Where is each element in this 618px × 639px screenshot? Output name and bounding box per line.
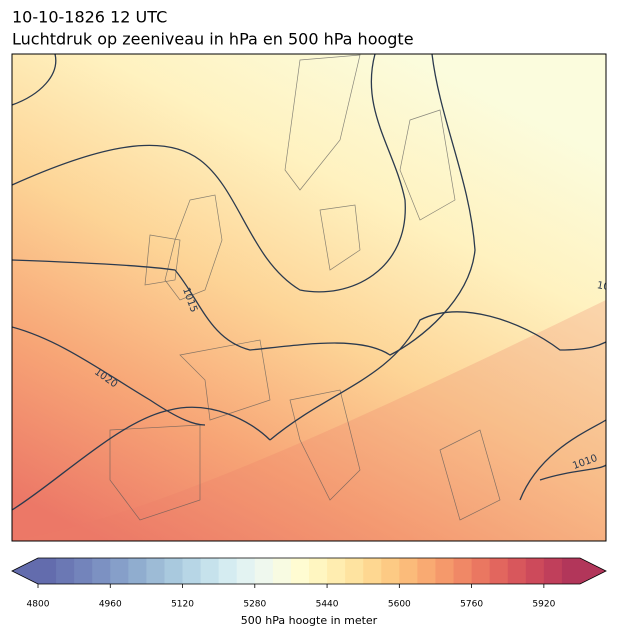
isobar: [12, 54, 406, 293]
colorbar-box: [399, 558, 418, 584]
colorbar-box: [182, 558, 202, 584]
colorbar-box: [471, 558, 491, 584]
isobar: [12, 311, 606, 511]
colorbar-box: [38, 558, 57, 584]
isobar: [12, 54, 57, 106]
colorbar-box: [128, 558, 147, 584]
field-band: [12, 300, 606, 541]
colorbar-extend: [12, 558, 38, 584]
colorbar-box: [417, 558, 436, 584]
colorbar-tick-label: 5600: [388, 600, 411, 610]
subtitle: Luchtdruk op zeeniveau in hPa en 500 hPa…: [12, 30, 414, 49]
isobar: [12, 326, 206, 426]
colorbar-box: [56, 558, 75, 584]
colorbar-box: [543, 558, 563, 584]
colorbar-box: [290, 558, 310, 584]
colorbar-box: [309, 558, 328, 584]
colorbar-box: [74, 558, 93, 584]
colorbar-box: [218, 558, 238, 584]
isobar: [12, 54, 476, 356]
colorbar-tick-label: 5280: [243, 600, 266, 610]
colorbar-box: [92, 558, 111, 584]
colorbar-box: [381, 558, 400, 584]
colorbar-box: [453, 558, 473, 584]
colorbar-box: [561, 558, 581, 584]
map-frame: [11, 53, 607, 542]
colorbar-tick-label: 4800: [27, 600, 50, 610]
colorbar-box: [164, 558, 184, 584]
colorbar-box: [489, 558, 509, 584]
colorbar-box: [254, 558, 274, 584]
isobar: [519, 419, 606, 501]
title: 10-10-1826 12 UTC: [12, 8, 167, 27]
colorbar-extend: [580, 558, 606, 584]
colorbar-box: [435, 558, 455, 584]
map-background: [12, 54, 606, 541]
colorbar-tick-label: 5920: [532, 600, 555, 610]
colorbar-box: [110, 558, 129, 584]
colorbar-box: [200, 558, 220, 584]
colorbar-box: [345, 558, 364, 584]
colorbar-tick-label: 5120: [171, 600, 194, 610]
colorbar-tick-label: 5440: [316, 600, 339, 610]
colorbar-tick-label: 4960: [99, 600, 122, 610]
contour-label: 10: [596, 280, 610, 293]
colorbar-box: [236, 558, 256, 584]
map: 1015 1020 1010 10: [12, 54, 610, 541]
colorbar-box: [507, 558, 527, 584]
colorbar-box: [327, 558, 346, 584]
colorbar-box: [146, 558, 165, 584]
colorbar: 4800 4960 5120 5280 5440 5600 5760 5920: [11, 557, 607, 610]
colorbar-box: [363, 558, 382, 584]
colorbar-box: [272, 558, 292, 584]
colorbar-label: 500 hPa hoogte in meter: [241, 614, 378, 627]
colorbar-box: [525, 558, 545, 584]
colorbar-tick-label: 5760: [460, 600, 483, 610]
